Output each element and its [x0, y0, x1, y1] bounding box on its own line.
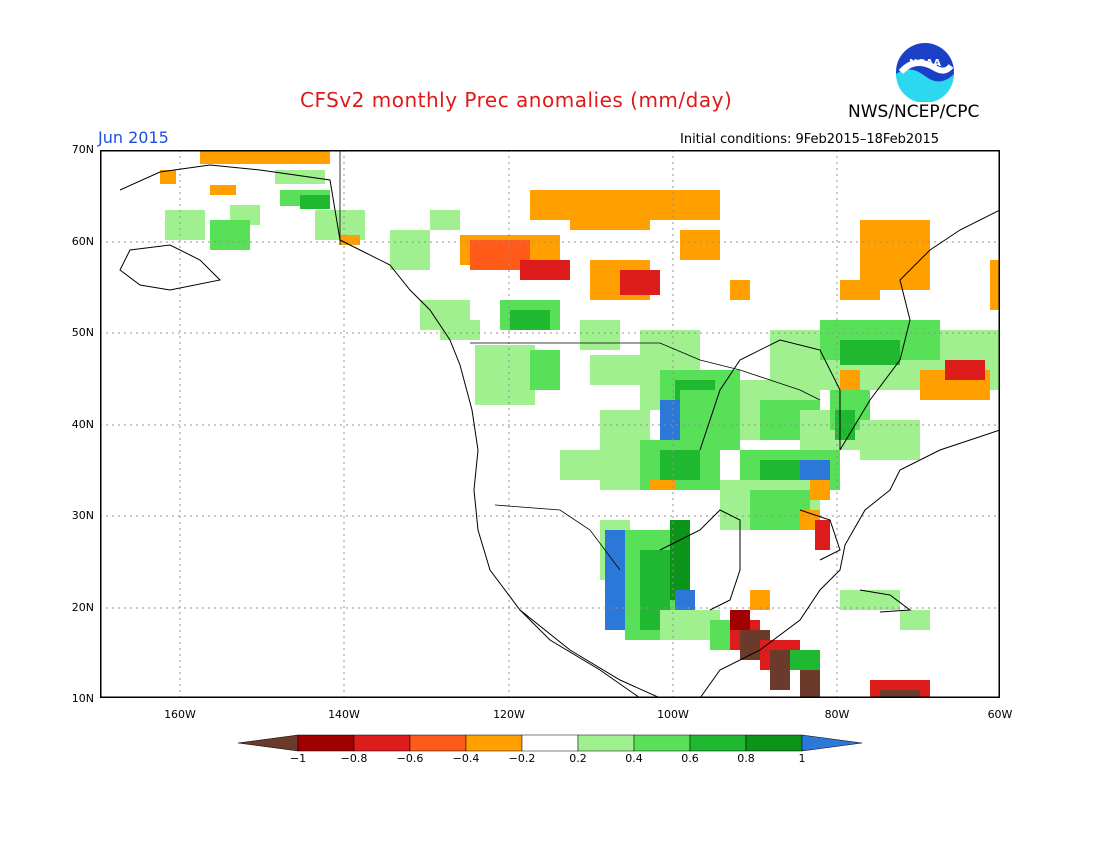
- colorbar-label: −1: [289, 752, 307, 765]
- anomaly-cell: [270, 150, 320, 162]
- anomaly-cell: [390, 230, 430, 270]
- lat-label-40n: 40N: [71, 418, 94, 431]
- colorbar: [238, 734, 862, 752]
- lat-label-20n: 20N: [71, 601, 94, 614]
- colorbar-seg-6: [577, 734, 635, 752]
- anomaly-cell: [790, 650, 820, 670]
- colorbar-seg-0: [238, 734, 299, 752]
- colorbar-label: −0.2: [508, 752, 536, 765]
- anomaly-cell: [800, 670, 820, 698]
- colorbar-label: −0.6: [396, 752, 424, 765]
- anomaly-cell: [840, 370, 860, 390]
- anomaly-cell: [165, 210, 205, 240]
- lat-label-30n: 30N: [71, 509, 94, 522]
- anomaly-cell: [730, 280, 750, 300]
- colorbar-label: 0.2: [569, 752, 587, 765]
- anomaly-cell: [275, 170, 325, 184]
- organization-label: NWS/NCEP/CPC: [848, 102, 980, 122]
- colorbar-seg-1: [297, 734, 355, 752]
- anomaly-cell: [770, 650, 790, 690]
- colorbar-label: 0.4: [625, 752, 643, 765]
- anomaly-cell: [900, 610, 930, 630]
- anomaly-cell: [880, 690, 920, 698]
- lon-label-60w: 60W: [987, 708, 1013, 721]
- lat-label-70n: 70N: [71, 143, 94, 156]
- anomaly-cell: [660, 400, 680, 440]
- anomaly-cells: [160, 150, 1000, 698]
- colorbar-seg-2: [353, 734, 411, 752]
- anomaly-cell: [605, 530, 625, 630]
- lat-label-60n: 60N: [71, 235, 94, 248]
- anomaly-cell: [560, 450, 610, 480]
- borders: [339, 150, 821, 571]
- lon-label-80w: 80W: [824, 708, 850, 721]
- anomaly-cell: [510, 310, 550, 330]
- anomaly-cell: [840, 280, 880, 300]
- anomaly-cell: [680, 230, 720, 260]
- lon-label-120w: 120W: [493, 708, 525, 721]
- anomaly-cell: [650, 480, 675, 490]
- colorbar-label: −0.4: [452, 752, 480, 765]
- anomaly-cell: [750, 590, 770, 610]
- anomaly-cell: [300, 195, 330, 209]
- anomaly-cell: [840, 590, 900, 610]
- anomaly-cell: [210, 185, 236, 195]
- noaa-logo-text: NOAA: [909, 58, 941, 69]
- anomaly-cell: [530, 350, 560, 390]
- anomaly-cell: [810, 480, 830, 500]
- map-title: CFSv2 monthly Prec anomalies (mm/day): [300, 88, 733, 112]
- colorbar-label: 1: [798, 752, 806, 765]
- anomaly-cell: [570, 210, 650, 230]
- anomaly-cell: [160, 170, 176, 184]
- anomaly-cell: [520, 260, 570, 280]
- anomaly-cell: [860, 220, 930, 290]
- coastlines: [119, 164, 1000, 698]
- anomaly-cell: [945, 360, 985, 380]
- colorbar-seg-7: [633, 734, 691, 752]
- anomaly-cell: [730, 610, 750, 630]
- anomaly-cell: [860, 420, 920, 460]
- noaa-logo: NOAA: [896, 43, 954, 102]
- anomaly-cell: [440, 320, 480, 340]
- anomaly-cell: [210, 220, 250, 250]
- lon-label-100w: 100W: [657, 708, 689, 721]
- colorbar-label: 0.6: [681, 752, 699, 765]
- colorbar-seg-9: [745, 734, 803, 752]
- lat-label-50n: 50N: [71, 326, 94, 339]
- anomaly-cell: [430, 210, 460, 230]
- lat-label-10n: 10N: [71, 692, 94, 705]
- forecast-month-label: Jun 2015: [98, 128, 169, 147]
- colorbar-seg-5: [521, 734, 579, 752]
- colorbar-label: −0.8: [340, 752, 368, 765]
- lon-label-160w: 160W: [164, 708, 196, 721]
- anomaly-cell: [660, 450, 700, 480]
- anomaly-cell: [620, 270, 660, 295]
- anomaly-cell: [815, 520, 830, 550]
- anomaly-cell: [990, 260, 1000, 310]
- anomaly-cell: [840, 340, 900, 365]
- graticule: [100, 150, 1000, 698]
- anomaly-cell: [800, 460, 830, 480]
- precipitation-anomaly-map: [100, 150, 1000, 698]
- colorbar-seg-10: [801, 734, 862, 752]
- anomaly-cell: [670, 520, 690, 600]
- colorbar-seg-8: [689, 734, 747, 752]
- anomaly-cell: [475, 345, 535, 405]
- anomaly-cell: [580, 320, 620, 350]
- anomaly-cell: [340, 235, 360, 245]
- initial-conditions-label: Initial conditions: 9Feb2015–18Feb2015: [680, 132, 940, 147]
- lon-label-140w: 140W: [328, 708, 360, 721]
- colorbar-label: 0.8: [737, 752, 755, 765]
- colorbar-seg-3: [409, 734, 467, 752]
- colorbar-seg-4: [465, 734, 523, 752]
